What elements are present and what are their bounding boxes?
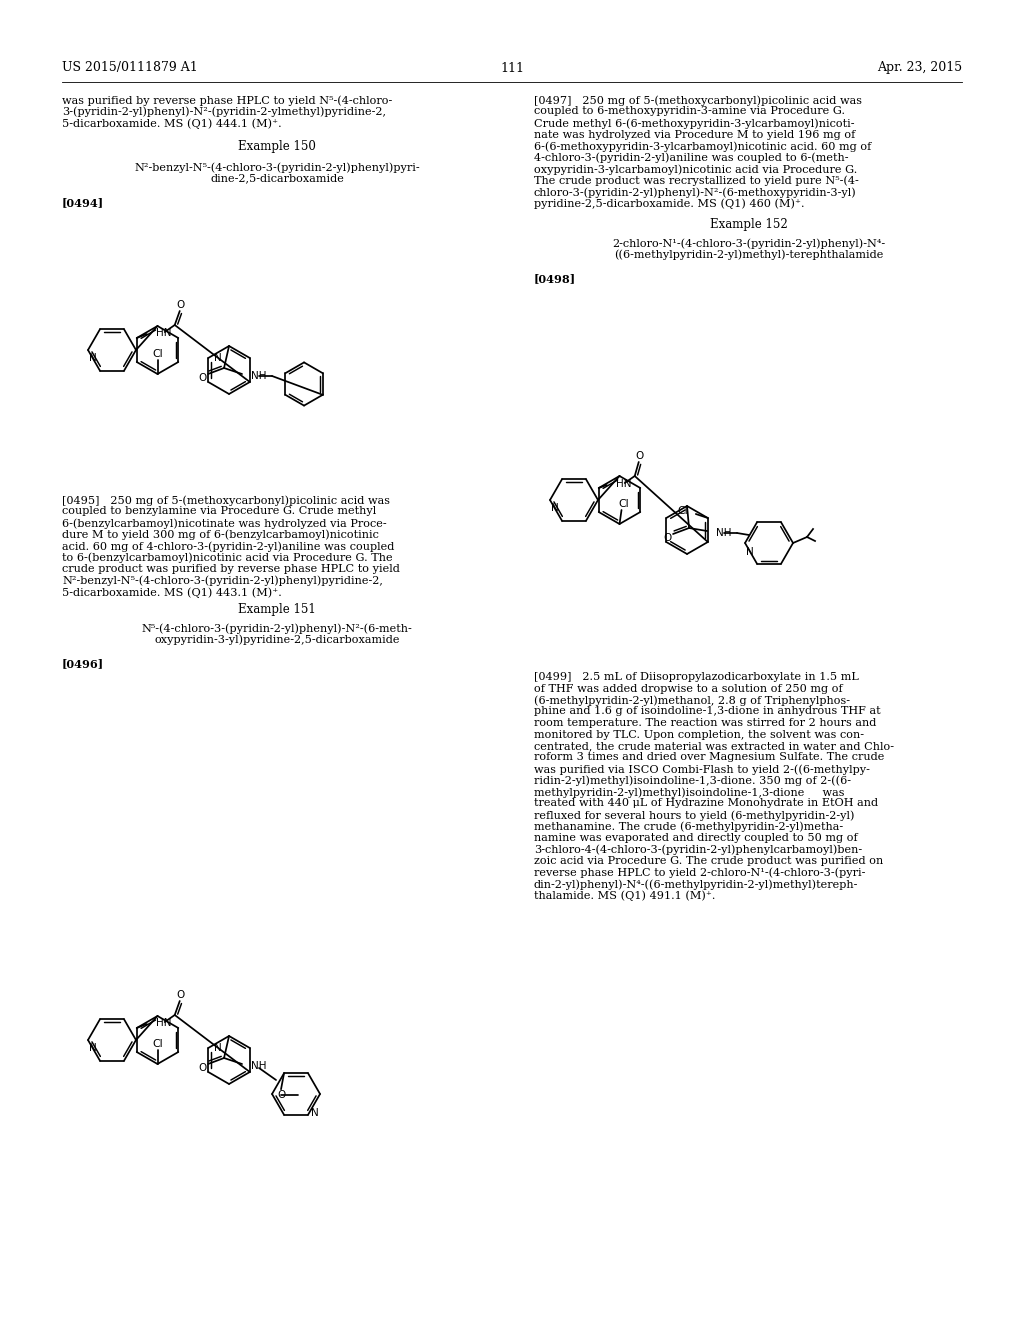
Text: to 6-(benzylcarbamoyl)nicotinic acid via Procedure G. The: to 6-(benzylcarbamoyl)nicotinic acid via… (62, 553, 392, 564)
Text: [0498]: [0498] (534, 273, 577, 284)
Text: O: O (176, 300, 185, 310)
Text: N⁵-(4-chloro-3-(pyridin-2-yl)phenyl)-N²-(6-meth-: N⁵-(4-chloro-3-(pyridin-2-yl)phenyl)-N²-… (141, 623, 413, 634)
Text: centrated, the crude material was extracted in water and Chlo-: centrated, the crude material was extrac… (534, 741, 894, 751)
Text: N: N (746, 546, 754, 557)
Text: (6-methylpyridin-2-yl)methanol, 2.8 g of Triphenylphos-: (6-methylpyridin-2-yl)methanol, 2.8 g of… (534, 696, 850, 706)
Text: 6-(benzylcarbamoyl)nicotinate was hydrolyzed via Proce-: 6-(benzylcarbamoyl)nicotinate was hydrol… (62, 517, 387, 528)
Text: O: O (663, 533, 671, 543)
Text: N: N (89, 352, 96, 363)
Text: monitored by TLC. Upon completion, the solvent was con-: monitored by TLC. Upon completion, the s… (534, 730, 864, 739)
Text: US 2015/0111879 A1: US 2015/0111879 A1 (62, 62, 198, 74)
Text: treated with 440 μL of Hydrazine Monohydrate in EtOH and: treated with 440 μL of Hydrazine Monohyd… (534, 799, 879, 808)
Text: 5-dicarboxamide. MS (Q1) 444.1 (M)⁺.: 5-dicarboxamide. MS (Q1) 444.1 (M)⁺. (62, 117, 282, 128)
Text: O: O (176, 990, 185, 1001)
Text: [0496]: [0496] (62, 657, 104, 669)
Text: was purified via ISCO Combi-Flash to yield 2-((6-methylpy-: was purified via ISCO Combi-Flash to yie… (534, 764, 869, 775)
Text: HN: HN (156, 327, 171, 338)
Text: [0499]   2.5 mL of Diisopropylazodicarboxylate in 1.5 mL: [0499] 2.5 mL of Diisopropylazodicarboxy… (534, 672, 859, 682)
Text: was purified by reverse phase HPLC to yield N⁵-(4-chloro-: was purified by reverse phase HPLC to yi… (62, 95, 392, 106)
Text: Example 150: Example 150 (238, 140, 316, 153)
Text: crude product was purified by reverse phase HPLC to yield: crude product was purified by reverse ph… (62, 564, 400, 574)
Text: Cl: Cl (677, 506, 688, 516)
Text: refluxed for several hours to yield (6-methylpyridin-2-yl): refluxed for several hours to yield (6-m… (534, 810, 854, 821)
Text: NH: NH (251, 371, 266, 381)
Text: methanamine. The crude (6-methylpyridin-2-yl)metha-: methanamine. The crude (6-methylpyridin-… (534, 821, 843, 832)
Text: methylpyridin-2-yl)methyl)isoindoline-1,3-dione     was: methylpyridin-2-yl)methyl)isoindoline-1,… (534, 787, 845, 797)
Text: N: N (89, 1043, 96, 1053)
Text: N: N (311, 1107, 318, 1118)
Text: O: O (636, 451, 644, 461)
Text: Crude methyl 6-(6-methoxypyridin-3-ylcarbamoyl)nicoti-: Crude methyl 6-(6-methoxypyridin-3-ylcar… (534, 117, 854, 128)
Text: [0497]   250 mg of 5-(methoxycarbonyl)picolinic acid was: [0497] 250 mg of 5-(methoxycarbonyl)pico… (534, 95, 862, 106)
Text: 6-(6-methoxypyridin-3-ylcarbamoyl)nicotinic acid. 60 mg of: 6-(6-methoxypyridin-3-ylcarbamoyl)nicoti… (534, 141, 871, 152)
Text: oxypyridin-3-ylcarbamoyl)nicotinic acid via Procedure G.: oxypyridin-3-ylcarbamoyl)nicotinic acid … (534, 164, 857, 174)
Text: HN: HN (156, 1018, 171, 1028)
Text: dine-2,5-dicarboxamide: dine-2,5-dicarboxamide (210, 173, 344, 183)
Text: oxypyridin-3-yl)pyridine-2,5-dicarboxamide: oxypyridin-3-yl)pyridine-2,5-dicarboxami… (155, 635, 399, 645)
Text: roform 3 times and dried over Magnesium Sulfate. The crude: roform 3 times and dried over Magnesium … (534, 752, 885, 763)
Text: N: N (551, 503, 559, 513)
Text: acid. 60 mg of 4-chloro-3-(pyridin-2-yl)aniline was coupled: acid. 60 mg of 4-chloro-3-(pyridin-2-yl)… (62, 541, 394, 552)
Text: coupled to benzylamine via Procedure G. Crude methyl: coupled to benzylamine via Procedure G. … (62, 507, 376, 516)
Text: O: O (198, 374, 206, 383)
Text: 2-chloro-N¹-(4-chloro-3-(pyridin-2-yl)phenyl)-N⁴-: 2-chloro-N¹-(4-chloro-3-(pyridin-2-yl)ph… (612, 238, 886, 248)
Text: N: N (214, 1043, 222, 1053)
Text: Cl: Cl (153, 348, 163, 359)
Text: thalamide. MS (Q1) 491.1 (M)⁺.: thalamide. MS (Q1) 491.1 (M)⁺. (534, 891, 716, 902)
Text: Cl: Cl (618, 499, 629, 510)
Text: zoic acid via Procedure G. The crude product was purified on: zoic acid via Procedure G. The crude pro… (534, 855, 884, 866)
Text: [0494]: [0494] (62, 197, 104, 209)
Text: N²-benzyl-N⁵-(4-chloro-3-(pyridin-2-yl)phenyl)pyri-: N²-benzyl-N⁵-(4-chloro-3-(pyridin-2-yl)p… (134, 162, 420, 173)
Text: namine was evaporated and directly coupled to 50 mg of: namine was evaporated and directly coupl… (534, 833, 858, 843)
Text: 3-(pyridin-2-yl)phenyl)-N²-(pyridin-2-ylmethyl)pyridine-2,: 3-(pyridin-2-yl)phenyl)-N²-(pyridin-2-yl… (62, 107, 386, 117)
Text: din-2-yl)phenyl)-N⁴-((6-methylpyridin-2-yl)methyl)tereph-: din-2-yl)phenyl)-N⁴-((6-methylpyridin-2-… (534, 879, 858, 890)
Text: N²-benzyl-N⁵-(4-chloro-3-(pyridin-2-yl)phenyl)pyridine-2,: N²-benzyl-N⁵-(4-chloro-3-(pyridin-2-yl)p… (62, 576, 383, 586)
Text: The crude product was recrystallized to yield pure N⁵-(4-: The crude product was recrystallized to … (534, 176, 859, 186)
Text: NH: NH (251, 1061, 266, 1071)
Text: O: O (276, 1090, 285, 1100)
Text: reverse phase HPLC to yield 2-chloro-N¹-(4-chloro-3-(pyri-: reverse phase HPLC to yield 2-chloro-N¹-… (534, 867, 865, 878)
Text: 4-chloro-3-(pyridin-2-yl)aniline was coupled to 6-(meth-: 4-chloro-3-(pyridin-2-yl)aniline was cou… (534, 153, 849, 164)
Text: of THF was added dropwise to a solution of 250 mg of: of THF was added dropwise to a solution … (534, 684, 843, 693)
Text: coupled to 6-methoxypyridin-3-amine via Procedure G.: coupled to 6-methoxypyridin-3-amine via … (534, 107, 845, 116)
Text: nate was hydrolyzed via Procedure M to yield 196 mg of: nate was hydrolyzed via Procedure M to y… (534, 129, 855, 140)
Text: pyridine-2,5-dicarboxamide. MS (Q1) 460 (M)⁺.: pyridine-2,5-dicarboxamide. MS (Q1) 460 … (534, 198, 805, 209)
Text: 5-dicarboxamide. MS (Q1) 443.1 (M)⁺.: 5-dicarboxamide. MS (Q1) 443.1 (M)⁺. (62, 587, 282, 598)
Text: O: O (198, 1063, 206, 1073)
Text: chloro-3-(pyridin-2-yl)phenyl)-N²-(6-methoxypyridin-3-yl): chloro-3-(pyridin-2-yl)phenyl)-N²-(6-met… (534, 187, 857, 198)
Text: [0495]   250 mg of 5-(methoxycarbonyl)picolinic acid was: [0495] 250 mg of 5-(methoxycarbonyl)pico… (62, 495, 390, 506)
Text: dure M to yield 300 mg of 6-(benzylcarbamoyl)nicotinic: dure M to yield 300 mg of 6-(benzylcarba… (62, 529, 379, 540)
Text: N: N (214, 352, 222, 363)
Text: 3-chloro-4-(4-chloro-3-(pyridin-2-yl)phenylcarbamoyl)ben-: 3-chloro-4-(4-chloro-3-(pyridin-2-yl)phe… (534, 845, 862, 855)
Text: phine and 1.6 g of isoindoline-1,3-dione in anhydrous THF at: phine and 1.6 g of isoindoline-1,3-dione… (534, 706, 881, 717)
Text: Cl: Cl (153, 1039, 163, 1049)
Text: Example 151: Example 151 (239, 603, 315, 616)
Text: HN: HN (615, 479, 631, 488)
Text: 111: 111 (500, 62, 524, 74)
Text: ((6-methylpyridin-2-yl)methyl)-terephthalamide: ((6-methylpyridin-2-yl)methyl)-terephtha… (614, 249, 884, 260)
Text: ridin-2-yl)methyl)isoindoline-1,3-dione. 350 mg of 2-((6-: ridin-2-yl)methyl)isoindoline-1,3-dione.… (534, 776, 851, 787)
Text: Apr. 23, 2015: Apr. 23, 2015 (877, 62, 962, 74)
Text: room temperature. The reaction was stirred for 2 hours and: room temperature. The reaction was stirr… (534, 718, 877, 729)
Text: Example 152: Example 152 (710, 218, 787, 231)
Text: NH: NH (716, 528, 731, 539)
